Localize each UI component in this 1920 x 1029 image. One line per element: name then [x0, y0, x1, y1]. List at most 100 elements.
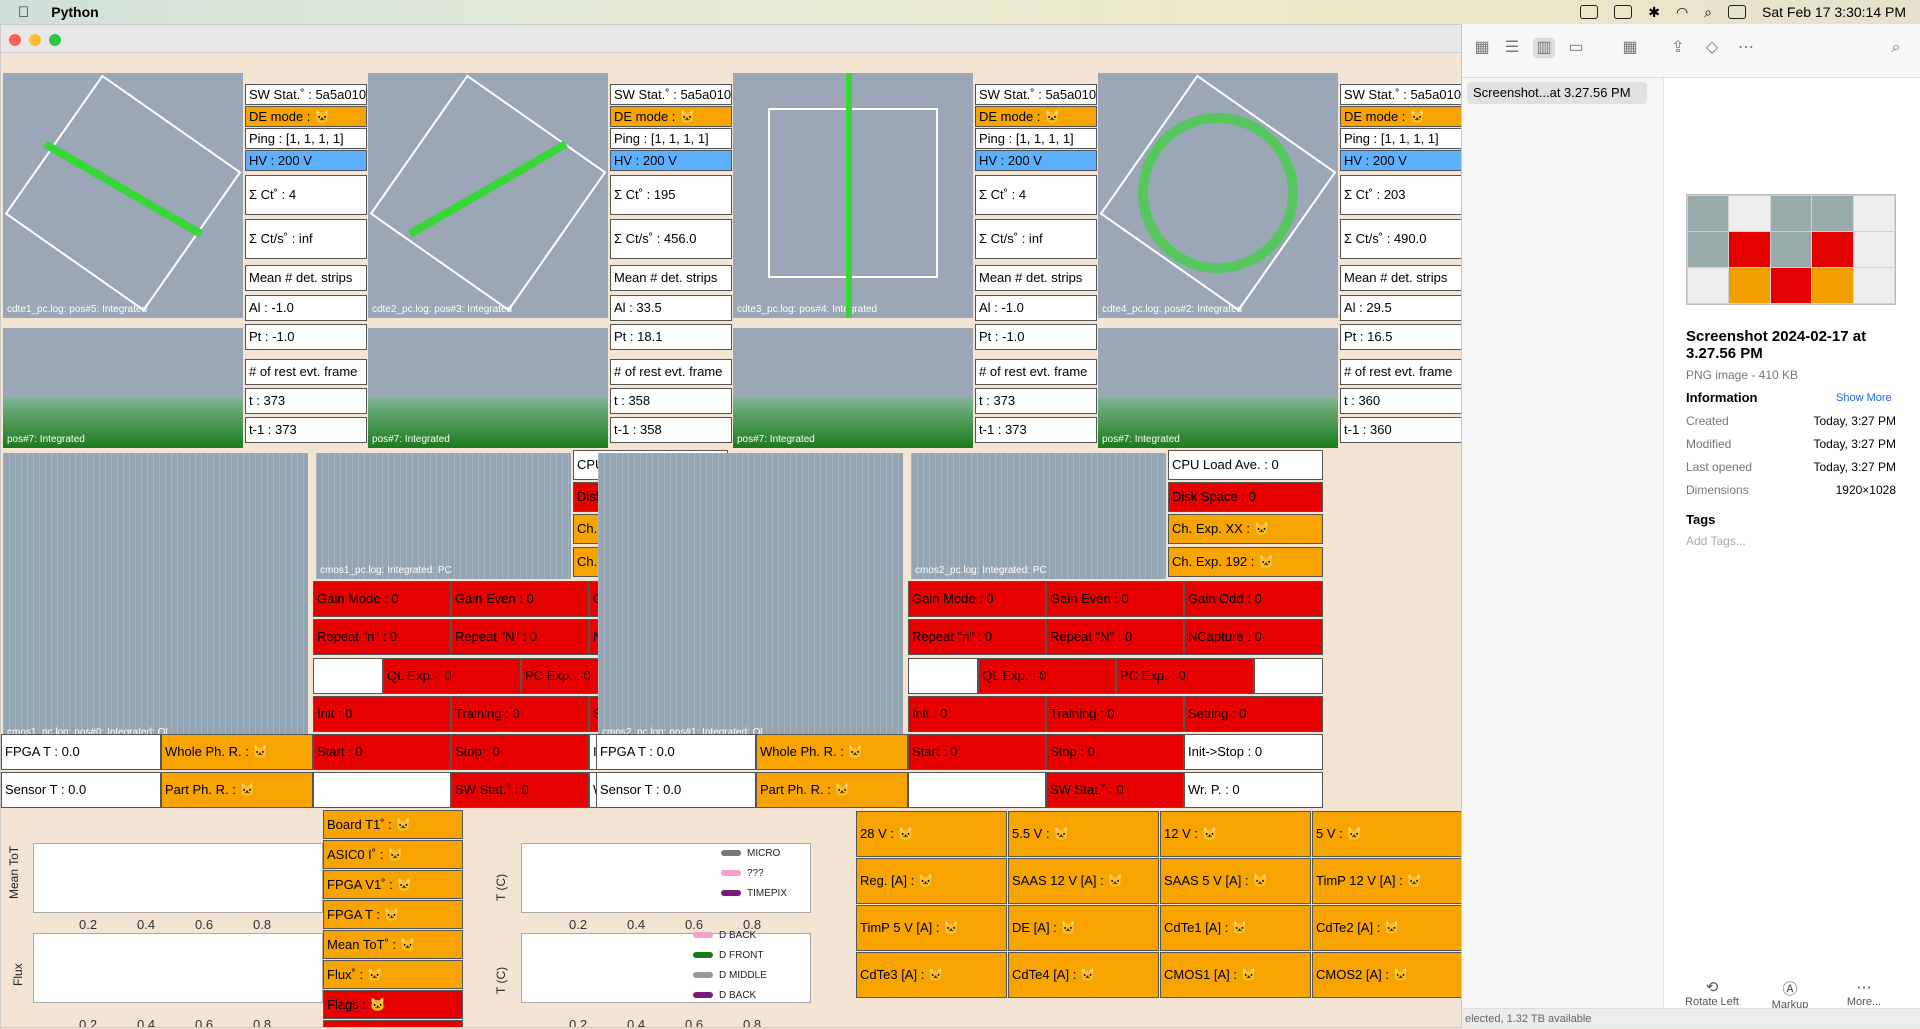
ql-exp: QL Exp. : 0 [978, 658, 1116, 694]
blank-cell [313, 772, 451, 808]
legend-label: ??? [747, 867, 764, 879]
power-cell: CdTe3 [A] : 🐱 [856, 952, 1007, 998]
mean-det-strips: Mean # det. strips [245, 265, 367, 291]
spectrum-caption: pos#7: Integrated [1102, 434, 1180, 445]
cdte2-image: cdte2_pc.log: pos#3: Integrated [368, 73, 608, 318]
finder-toolbar: ▦ ☰ ▥ ▭ ▦ ⇪ ◇ ⋯ ⌕ [1461, 24, 1920, 78]
stop: Stop : 0 [451, 734, 589, 770]
status-cell: Health˚ : 🐱 [323, 1020, 463, 1027]
mean-det-strips: Mean # det. strips [610, 265, 732, 291]
hv: HV : 200 V [610, 150, 732, 171]
clock[interactable]: Sat Feb 17 3:30:14 PM [1762, 4, 1906, 20]
more-button[interactable]: ⋯ More... [1834, 978, 1894, 1008]
temp-plot-2 [521, 933, 811, 1003]
ping: Ping : [1, 1, 1, 1] [1340, 128, 1461, 149]
cdte3-spectrum: pos#7: Integrated [733, 328, 973, 448]
x-tick-label: 0.2 [79, 917, 98, 932]
sw-stat: SW Stat.˚ : 5a5a010 [610, 84, 732, 105]
ncapture: NCapture : 0 [1184, 619, 1323, 655]
power-cell: CMOS1 [A] : 🐱 [1160, 952, 1311, 998]
sidebar-toggle-icon[interactable]: ▦ [1474, 39, 1490, 56]
legend-item: D BACK [693, 987, 803, 1003]
rest-evt-frame: # of rest evt. frame [1340, 359, 1461, 385]
event-track [1138, 113, 1298, 273]
ylabel-temp-1: T (C) [494, 873, 508, 901]
pc-exp: PC Exp. : 0 [1116, 658, 1254, 694]
ch-exp-xx: Ch. Exp. XX : 🐱 [1168, 514, 1323, 544]
repeat-n: Repeat "n" : 0 [313, 619, 451, 655]
x-tick-label: 0.8 [253, 917, 272, 932]
sum-counts-rate: Σ Ct/s˚ : inf [975, 219, 1097, 259]
wifi-icon[interactable]: ◠ [1675, 3, 1689, 20]
markup-button[interactable]: Ⓐ Markup [1760, 978, 1820, 1011]
search-icon[interactable]: ⌕ [1891, 39, 1901, 56]
legend-item: TIMEPIX [721, 885, 831, 901]
more-icon[interactable]: ⋯ [1738, 39, 1754, 56]
power-cell: SAAS 12 V [A] : 🐱 [1008, 858, 1159, 904]
info-row-dimensions: Dimensions 1920×1028 [1686, 483, 1896, 497]
tag-icon[interactable]: ◇ [1705, 39, 1719, 56]
zoom-icon[interactable] [49, 34, 61, 46]
image-caption: cmos1_pc.log: pos#0: Integrated: QL [7, 727, 171, 738]
sum-counts-rate: Σ Ct/s˚ : inf [245, 219, 367, 259]
column-view-icon[interactable]: ▥ [1533, 38, 1555, 58]
selected-file[interactable]: Screenshot...at 3.27.56 PM [1467, 82, 1647, 104]
power-cell: CdTe1 [A] : 🐱 [1160, 905, 1311, 951]
pt-value: Pt : 16.5 [1340, 324, 1461, 350]
add-tags-field[interactable]: Add Tags... [1686, 534, 1746, 548]
ellipsis-icon: ⋯ [1856, 979, 1872, 996]
minimize-icon[interactable] [29, 34, 41, 46]
file-thumbnail[interactable] [1686, 194, 1896, 305]
tags-heading: Tags [1686, 512, 1716, 527]
legend-swatch [693, 932, 713, 938]
list-view-icon[interactable]: ☰ [1504, 39, 1520, 56]
apple-icon[interactable]:  [18, 4, 29, 21]
ylabel-mean-tot: Mean ToT [7, 845, 21, 899]
show-more-link[interactable]: Show More [1836, 392, 1892, 404]
legend-swatch [721, 870, 741, 876]
setting: Setting : 0 [1184, 696, 1323, 732]
finder-status-bar: elected, 1.32 TB available [1461, 1008, 1920, 1028]
group-icon[interactable]: ▦ [1622, 39, 1638, 56]
ping: Ping : [1, 1, 1, 1] [610, 128, 732, 149]
preview-pane: Screenshot 2024-02-17 at 3.27.56 PM PNG … [1663, 78, 1920, 1028]
app-name[interactable]: Python [40, 4, 98, 20]
mean-tot-plot [33, 843, 323, 913]
gallery-view-icon[interactable]: ▭ [1568, 39, 1584, 56]
gain-even: Gain Even : 0 [1046, 581, 1184, 617]
status-icon[interactable] [1580, 5, 1599, 19]
blank-cell [313, 658, 383, 694]
rotate-left-button[interactable]: ⟲ Rotate Left [1682, 978, 1742, 1008]
sensor-temp: Sensor T : 0.0 [1, 772, 161, 808]
file-title: Screenshot 2024-02-17 at 3.27.56 PM [1686, 328, 1867, 362]
legend-swatch [721, 850, 741, 856]
status-cell: FPGA V1˚ : 🐱 [323, 870, 463, 899]
sw-stat: SW Stat.˚ : 0 [451, 772, 589, 808]
power-cell: CdTe2 [A] : 🐱 [1312, 905, 1461, 951]
share-icon[interactable]: ⇪ [1671, 39, 1685, 56]
close-icon[interactable] [9, 34, 21, 46]
cdte1-spectrum: pos#7: Integrated [3, 328, 243, 448]
training: Training : 0 [1046, 696, 1184, 732]
ylabel-temp-2: T (C) [494, 966, 508, 994]
blank-cell [908, 658, 978, 694]
legend-label: D MIDDLE [719, 969, 767, 981]
menu-bar:  Python ✱ ◠ ⌕ Sat Feb 17 3:30:14 PM [0, 0, 1920, 24]
x-tick-label: 0.6 [685, 917, 704, 932]
power-cell: TimP 5 V [A] : 🐱 [856, 905, 1007, 951]
search-icon[interactable]: ⌕ [1704, 3, 1713, 20]
legend-label: D BACK [719, 929, 757, 941]
flux-plot [33, 933, 323, 1003]
gain-odd: Gain Odd : 0 [1184, 581, 1323, 617]
spectrum-peak [733, 398, 973, 448]
cmos2-ql-image: cmos2_pc.log: pos#1: Integrated: QL [598, 453, 903, 741]
image-caption: cdte3_pc.log: pos#4: Integrated [737, 304, 878, 315]
pt-value: Pt : 18.1 [610, 324, 732, 350]
display-icon[interactable] [1614, 5, 1633, 19]
cdte4-image: cdte4_pc.log: pos#2: Integrated [1098, 73, 1338, 318]
bluetooth-icon[interactable]: ✱ [1648, 3, 1660, 20]
spectrum-peak [368, 398, 608, 448]
legend-item: D FRONT [693, 947, 803, 963]
control-center-icon[interactable] [1728, 5, 1747, 19]
cpu-load: CPU Load Ave. : 0 [1168, 450, 1323, 480]
